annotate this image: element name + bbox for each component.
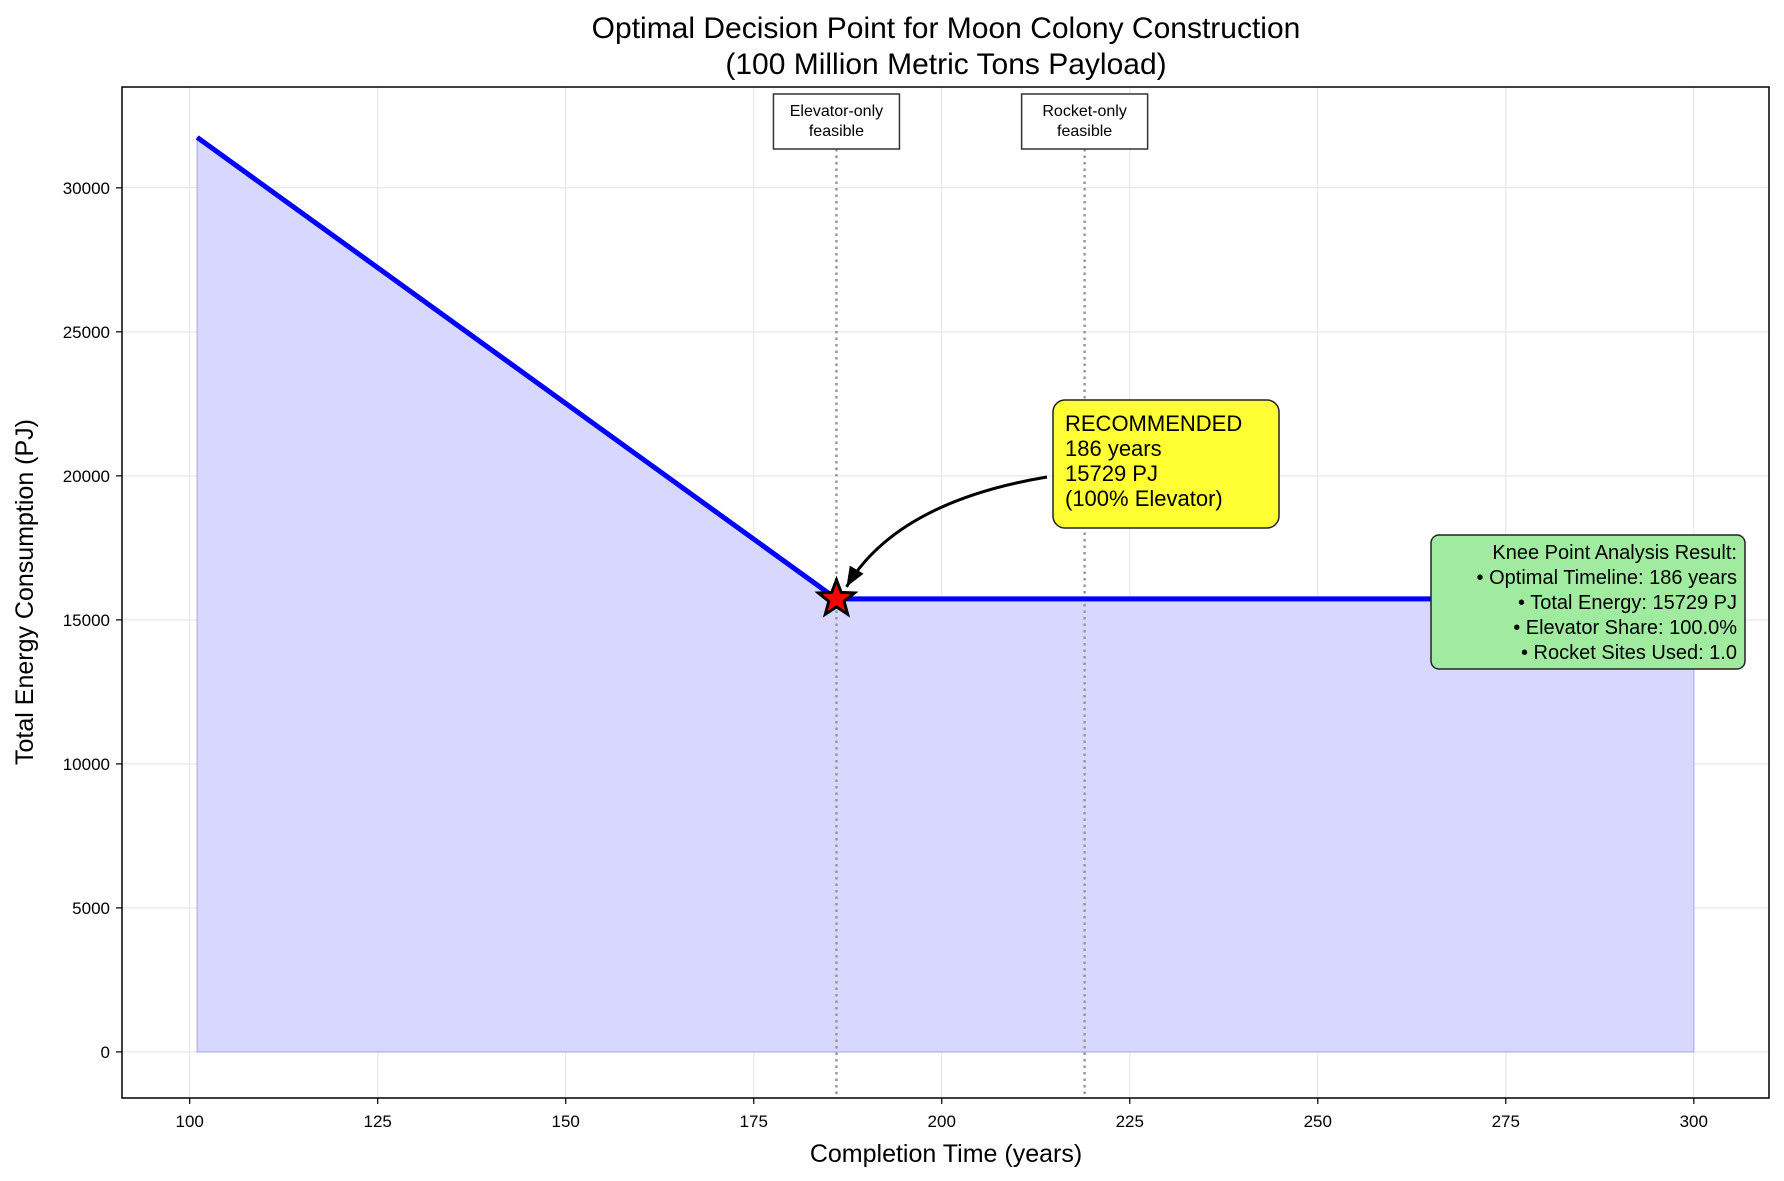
chart-subtitle: (100 Million Metric Tons Payload): [725, 48, 1166, 81]
x-tick-label: 300: [1680, 1112, 1708, 1131]
x-tick-label: 100: [175, 1112, 203, 1131]
recommendation-arrowhead: [846, 565, 864, 587]
feasibility-label: Rocket-only: [1042, 103, 1126, 120]
knee-summary-line: Knee Point Analysis Result:: [1492, 542, 1737, 564]
knee-summary-line: • Total Energy: 15729 PJ: [1518, 592, 1737, 614]
x-tick-label: 200: [928, 1112, 956, 1131]
knee-summary-line: • Rocket Sites Used: 1.0: [1521, 642, 1737, 664]
y-tick-label: 30000: [63, 179, 110, 198]
feasibility-label-box: [1020, 93, 1149, 150]
recommendation-line: (100% Elevator): [1065, 486, 1223, 511]
knee-summary-line: • Elevator Share: 100.0%: [1513, 617, 1737, 639]
y-tick-label: 15000: [63, 611, 110, 630]
y-tick-label: 10000: [63, 755, 110, 774]
x-tick-label: 250: [1304, 1112, 1332, 1131]
recommendation-arrow: [845, 475, 1048, 588]
x-tick-label: 150: [552, 1112, 580, 1131]
y-tick-label: 25000: [63, 323, 110, 342]
y-tick-label: 20000: [63, 467, 110, 486]
recommendation-box: [1052, 399, 1280, 529]
x-tick-label: 175: [740, 1112, 768, 1131]
feasibility-label-box: [772, 93, 901, 150]
feasibility-label: feasible: [809, 123, 864, 140]
knee-summary-box: [1430, 534, 1746, 670]
tick-layer: 100 125 150 175 200 225 250 275 300 0 5000 10000 150…: [63, 179, 1708, 1131]
x-tick-label: 125: [364, 1112, 392, 1131]
x-axis-label: Completion Time (years): [810, 1140, 1082, 1168]
chart-title: Optimal Decision Point for Moon Colony C…: [592, 12, 1301, 45]
optimal-point-star: [814, 575, 859, 618]
y-axis-label: Total Energy Consumption (PJ): [11, 419, 39, 765]
x-tick-label: 225: [1116, 1112, 1144, 1131]
vline-layer: [835, 149, 1086, 1098]
feasibility-label: Elevator-only: [790, 103, 883, 120]
plot-frame: [121, 86, 1770, 1099]
recommendation-line: 15729 PJ: [1065, 461, 1158, 486]
recommendation-line: 186 years: [1065, 436, 1162, 461]
annotation-layer: Elevator-only feasible Rocket-only feasible…: [772, 93, 1746, 670]
feasibility-label: feasible: [1057, 123, 1112, 140]
y-tick-label: 5000: [72, 899, 110, 918]
y-tick-label: 0: [101, 1043, 110, 1062]
knee-summary-line: • Optimal Timeline: 186 years: [1477, 567, 1737, 589]
x-tick-label: 275: [1492, 1112, 1520, 1131]
recommendation-line: RECOMMENDED: [1065, 411, 1242, 436]
